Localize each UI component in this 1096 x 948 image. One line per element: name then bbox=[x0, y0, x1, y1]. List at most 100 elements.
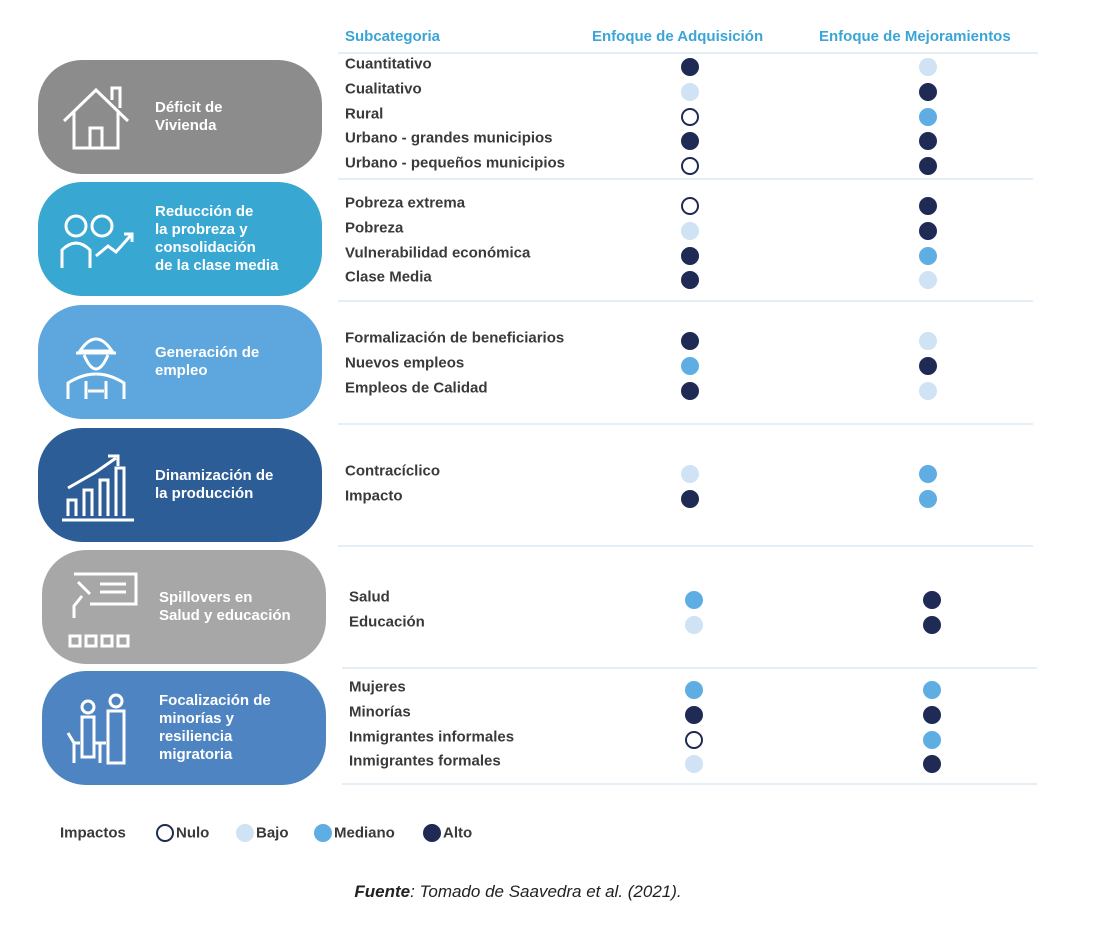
category-label: Focalización de minorías y resiliencia m… bbox=[159, 692, 271, 763]
legend-label: Alto bbox=[443, 824, 473, 842]
impact-dot bbox=[923, 681, 941, 699]
impact-dot bbox=[681, 157, 699, 176]
category-icon bbox=[68, 572, 138, 648]
subcategory-label: Formalización de beneficiarios bbox=[345, 329, 565, 347]
divider bbox=[342, 783, 1037, 785]
impact-dot bbox=[919, 381, 937, 400]
legend-swatch bbox=[423, 824, 441, 842]
source-label: Fuente bbox=[354, 882, 411, 901]
source: Fuente: Tomado de Saavedra et al. (2021)… bbox=[0, 882, 1036, 902]
subcategory-label: Contracíclico bbox=[345, 462, 441, 480]
impact-dot bbox=[681, 356, 699, 375]
impact-dot bbox=[681, 58, 699, 76]
divider bbox=[338, 300, 1033, 302]
legend-label: Bajo bbox=[256, 824, 289, 842]
impact-dot bbox=[685, 615, 703, 634]
impact-dot bbox=[919, 356, 937, 375]
subcategory-label: Minorías bbox=[349, 703, 411, 721]
subcategory-label: Impacto bbox=[345, 487, 403, 505]
legend-swatch bbox=[156, 824, 174, 842]
category-icon bbox=[66, 337, 126, 399]
impact-dot bbox=[681, 489, 699, 508]
subcategory-label: Pobreza bbox=[345, 219, 404, 237]
divider bbox=[338, 423, 1033, 425]
impact-dot bbox=[919, 465, 937, 483]
category-pill bbox=[38, 182, 322, 296]
subcategory-label: Pobreza extrema bbox=[345, 194, 466, 212]
divider bbox=[338, 178, 1033, 180]
impact-dot bbox=[681, 465, 699, 483]
header-col-b: Enfoque de Mejoramientos bbox=[819, 28, 1011, 45]
subcategory-label: Educación bbox=[349, 613, 425, 631]
impact-dot bbox=[685, 681, 703, 699]
category-pill bbox=[42, 550, 326, 664]
impact-dot bbox=[681, 197, 699, 215]
category-pill bbox=[38, 60, 322, 174]
category-pill bbox=[42, 671, 326, 785]
impact-dot bbox=[919, 246, 937, 265]
subcategory-label: Empleos de Calidad bbox=[345, 379, 488, 397]
subcategory-label: Urbano - pequeños municipios bbox=[345, 154, 566, 172]
legend-label: Mediano bbox=[334, 824, 395, 842]
impact-dot bbox=[919, 271, 937, 290]
source-text: : Tomado de Saavedra et al. (2021). bbox=[410, 882, 682, 901]
category-pill bbox=[38, 305, 322, 419]
category-label: Déficit de Vivienda bbox=[155, 99, 223, 134]
subcategory-label: Vulnerabilidad económica bbox=[345, 244, 531, 262]
legend-swatch bbox=[314, 824, 332, 842]
impact-dot bbox=[681, 332, 699, 350]
impact-dot bbox=[685, 705, 703, 724]
subcategory-label: Clase Media bbox=[345, 268, 432, 286]
subcategory-label: Cualitativo bbox=[345, 80, 422, 98]
impact-dot bbox=[681, 107, 699, 126]
subcategory-label: Nuevos empleos bbox=[345, 354, 465, 372]
impact-dot bbox=[919, 58, 937, 76]
category-label: Spillovers en Salud y educación bbox=[159, 589, 291, 624]
impact-dot bbox=[923, 591, 941, 609]
impact-dot bbox=[919, 197, 937, 215]
category-label: Dinamización de la producción bbox=[155, 467, 274, 502]
category-icon bbox=[62, 86, 130, 150]
impact-dot bbox=[923, 705, 941, 724]
legend-swatch bbox=[236, 824, 254, 842]
subcategory-label: Mujeres bbox=[349, 678, 406, 696]
impact-dot bbox=[681, 82, 699, 101]
header-col-a: Enfoque de Adquisición bbox=[592, 28, 764, 45]
category-icon bbox=[66, 693, 126, 765]
divider bbox=[338, 545, 1033, 547]
impact-dot bbox=[685, 591, 703, 609]
impact-dot bbox=[923, 615, 941, 634]
header-subcategory: Subcategoria bbox=[345, 28, 441, 45]
impact-dot bbox=[681, 246, 699, 265]
divider bbox=[342, 667, 1037, 669]
subcategory-label: Urbano - grandes municipios bbox=[345, 129, 553, 147]
subcategory-label: Rural bbox=[345, 105, 384, 123]
impact-dot bbox=[919, 82, 937, 101]
impact-dot bbox=[919, 157, 937, 176]
impact-dot bbox=[681, 221, 699, 240]
impact-dot bbox=[681, 132, 699, 151]
impact-dot bbox=[681, 271, 699, 290]
subcategory-label: Inmigrantes formales bbox=[349, 752, 501, 770]
subcategory-label: Inmigrantes informales bbox=[349, 728, 515, 746]
divider bbox=[338, 52, 1038, 54]
impact-dot bbox=[923, 730, 941, 749]
subcategory-label: Cuantitativo bbox=[345, 55, 432, 73]
category-pill bbox=[38, 428, 322, 542]
impact-dot bbox=[681, 381, 699, 400]
impact-dot bbox=[919, 221, 937, 240]
category-icon bbox=[62, 454, 134, 522]
impact-dot bbox=[919, 489, 937, 508]
legend-title: Impactos bbox=[60, 824, 126, 842]
impact-dot bbox=[919, 107, 937, 126]
legend-label: Nulo bbox=[176, 824, 210, 842]
impact-dot bbox=[685, 730, 703, 749]
impact-dot bbox=[919, 332, 937, 350]
category-label: Reducción de la probreza y consolidación… bbox=[155, 203, 279, 274]
category-label: Generación de empleo bbox=[155, 344, 260, 379]
impact-dot bbox=[919, 132, 937, 151]
subcategory-label: Salud bbox=[349, 588, 390, 606]
impact-dot bbox=[923, 755, 941, 774]
category-icon bbox=[60, 214, 134, 268]
